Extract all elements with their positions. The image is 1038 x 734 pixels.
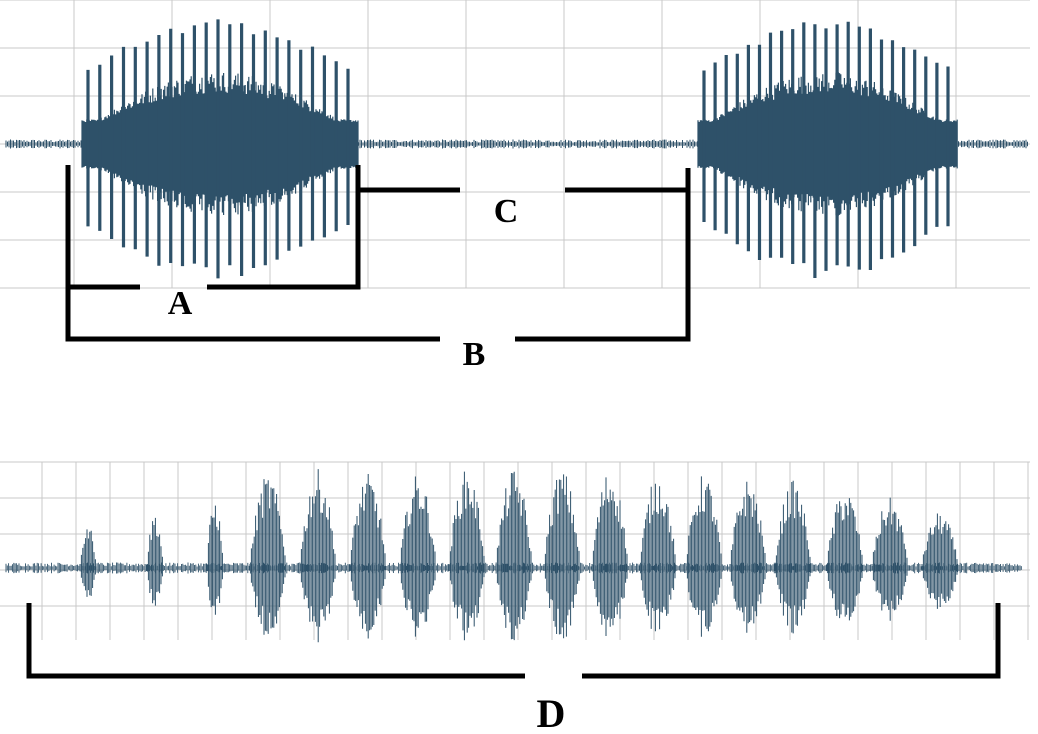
bracket-b [65, 168, 691, 342]
burst-15 [774, 480, 811, 634]
burst-14 [729, 481, 766, 633]
label-c: C [494, 193, 519, 230]
burst-9 [495, 471, 532, 641]
burst-1 [79, 529, 96, 597]
burst-16 [826, 498, 863, 621]
burst-4 [249, 479, 286, 635]
burst-12 [639, 483, 676, 632]
burst-6 [349, 474, 386, 639]
bottom-oscillogram [5, 469, 1022, 643]
burst-1-pulses [86, 19, 350, 279]
top-oscillogram [5, 19, 1028, 279]
burst-17 [871, 497, 908, 621]
label-d: D [537, 691, 566, 734]
burst-10 [543, 474, 580, 639]
burst-11 [591, 477, 628, 636]
burst-3 [206, 505, 223, 615]
bracket-d [26, 603, 1001, 679]
burst-18 [921, 513, 958, 609]
burst-7 [399, 476, 436, 637]
burst-2 [146, 517, 163, 606]
burst-5 [299, 469, 336, 643]
label-b: B [463, 336, 486, 373]
burst-8 [448, 471, 485, 641]
label-a: A [168, 285, 193, 322]
burst-2-pulses [702, 21, 950, 278]
burst-13 [685, 476, 722, 637]
